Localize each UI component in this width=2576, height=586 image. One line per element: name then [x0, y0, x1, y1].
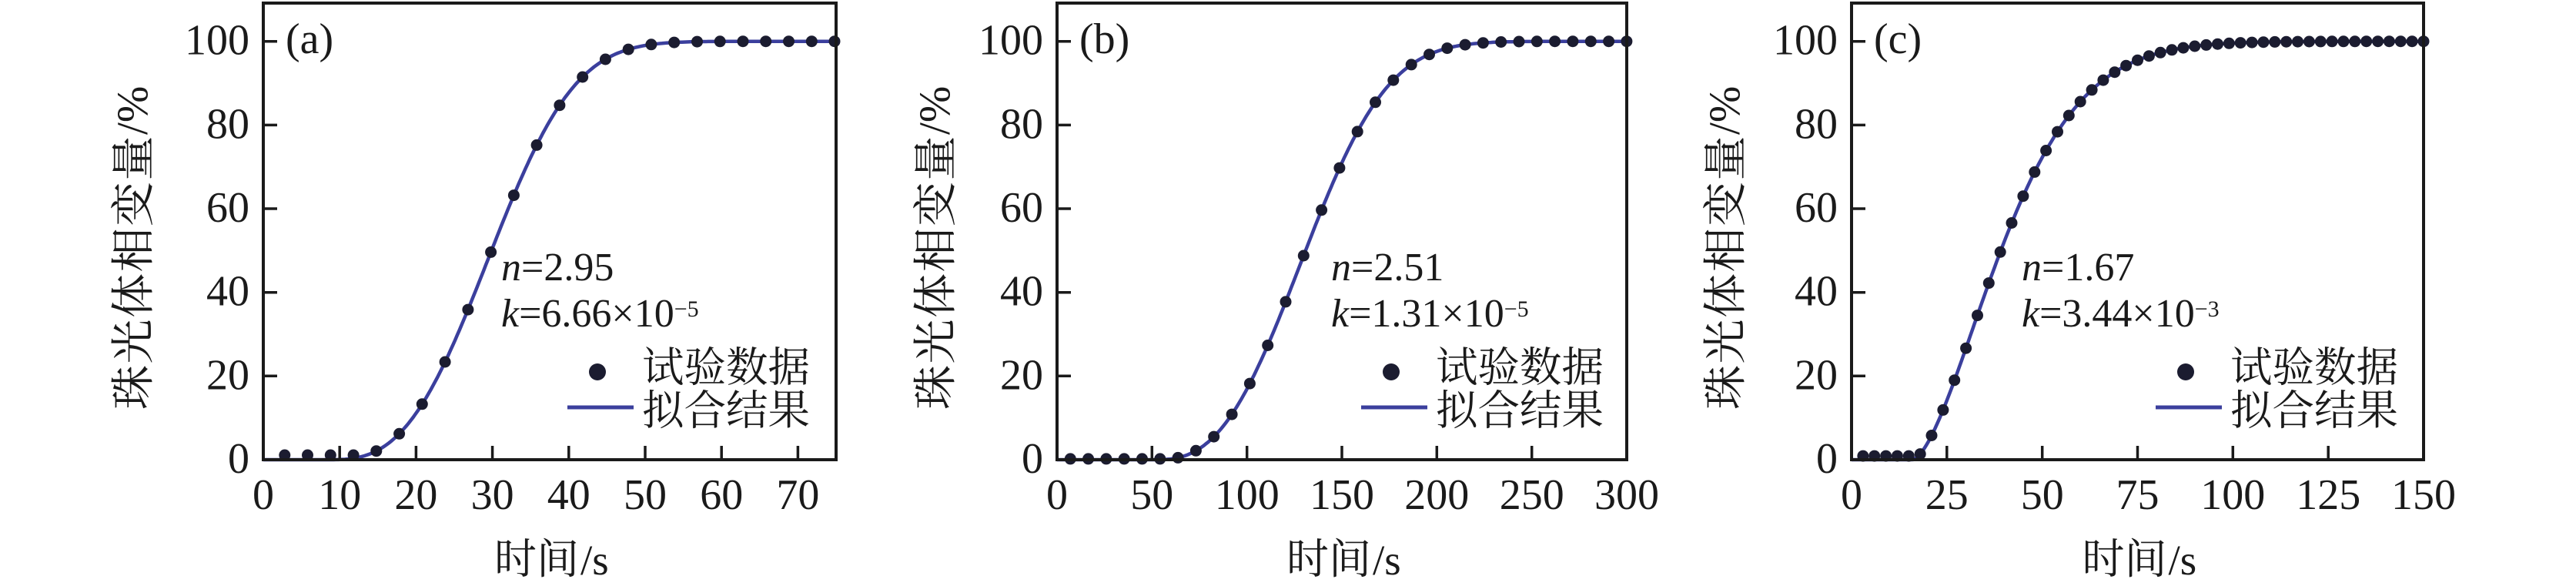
svg-text:125: 125 — [2296, 471, 2360, 519]
svg-text:/s: /s — [2169, 537, 2197, 584]
svg-text:0: 0 — [1816, 435, 1838, 483]
svg-text:0: 0 — [1022, 435, 1043, 483]
svg-text:/%: /% — [109, 86, 157, 135]
svg-text:80: 80 — [1795, 100, 1838, 148]
svg-text:100: 100 — [1215, 471, 1280, 519]
svg-text:80: 80 — [206, 100, 249, 148]
svg-text:20: 20 — [206, 351, 249, 399]
svg-text:100: 100 — [2200, 471, 2265, 519]
svg-text:100: 100 — [185, 17, 249, 65]
svg-text:k=6.66×10−5: k=6.66×10−5 — [501, 292, 699, 336]
svg-text:40: 40 — [1795, 268, 1838, 316]
svg-text:20: 20 — [394, 471, 437, 519]
svg-text:0: 0 — [1046, 471, 1068, 519]
svg-text:150: 150 — [2391, 471, 2456, 519]
svg-text:/s: /s — [1373, 537, 1401, 584]
svg-text:60: 60 — [700, 471, 743, 519]
svg-text:300: 300 — [1594, 471, 1659, 519]
svg-text:40: 40 — [1000, 268, 1043, 316]
svg-text:50: 50 — [1130, 471, 1173, 519]
svg-text:(a): (a) — [286, 15, 333, 63]
svg-text:10: 10 — [318, 471, 361, 519]
svg-text:60: 60 — [1000, 184, 1043, 232]
svg-text:k=3.44×10−3: k=3.44×10−3 — [2022, 292, 2220, 336]
svg-text:n=2.95: n=2.95 — [501, 246, 614, 290]
svg-text:50: 50 — [624, 471, 667, 519]
svg-text:40: 40 — [206, 268, 249, 316]
svg-text:/%: /% — [911, 86, 959, 135]
svg-text:100: 100 — [1773, 17, 1838, 65]
svg-text:k=1.31×10−5: k=1.31×10−5 — [1331, 292, 1529, 336]
svg-text:100: 100 — [979, 17, 1043, 65]
svg-text:20: 20 — [1000, 351, 1043, 399]
svg-text:0: 0 — [1841, 471, 1862, 519]
svg-text:30: 30 — [471, 471, 514, 519]
svg-text:70: 70 — [776, 471, 819, 519]
svg-text:(c): (c) — [1874, 15, 1922, 63]
svg-text:250: 250 — [1500, 471, 1564, 519]
svg-text:60: 60 — [206, 184, 249, 232]
svg-text:40: 40 — [547, 471, 590, 519]
svg-text:150: 150 — [1310, 471, 1374, 519]
svg-text:0: 0 — [228, 435, 249, 483]
svg-text:25: 25 — [1925, 471, 1969, 519]
svg-text:/%: /% — [1701, 86, 1749, 135]
svg-text:60: 60 — [1795, 184, 1838, 232]
svg-text:80: 80 — [1000, 100, 1043, 148]
svg-text:75: 75 — [2116, 471, 2159, 519]
svg-text:50: 50 — [2021, 471, 2064, 519]
svg-text:(b): (b) — [1079, 15, 1129, 63]
svg-text:/s: /s — [580, 537, 609, 584]
svg-text:n=2.51: n=2.51 — [1331, 246, 1444, 290]
svg-text:0: 0 — [253, 471, 274, 519]
svg-text:n=1.67: n=1.67 — [2022, 246, 2134, 290]
svg-text:20: 20 — [1795, 351, 1838, 399]
svg-text:200: 200 — [1404, 471, 1469, 519]
